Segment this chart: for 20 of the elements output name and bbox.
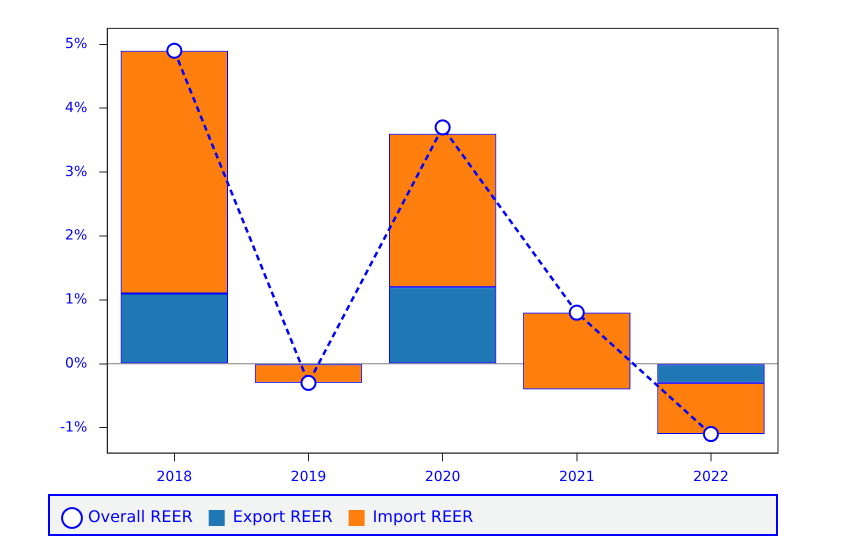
x-tick-label: 2022 bbox=[693, 469, 729, 486]
x-tick-label: 2019 bbox=[290, 469, 326, 486]
point bbox=[434, 119, 451, 136]
y-tick-label: 0% bbox=[65, 355, 88, 372]
y-tick-label: 5% bbox=[65, 36, 88, 52]
y-tick-label: 4% bbox=[65, 100, 88, 116]
x-tick-label: 2018 bbox=[156, 469, 192, 486]
point bbox=[568, 304, 585, 321]
y-tick-label: 2% bbox=[65, 228, 88, 244]
legend-label: Overall REER bbox=[88, 507, 193, 526]
x-tick-label: 2021 bbox=[558, 469, 595, 486]
legend-label: Export REER bbox=[232, 507, 333, 526]
point bbox=[300, 374, 316, 391]
y-tick-label: -1% bbox=[60, 419, 88, 436]
legend-label: Import REER bbox=[372, 507, 474, 526]
point bbox=[166, 42, 182, 59]
y-tick-label: 1% bbox=[65, 292, 88, 308]
x-tick-label: 2020 bbox=[424, 469, 460, 486]
point bbox=[702, 426, 719, 442]
y-tick-label: 3% bbox=[65, 164, 88, 180]
